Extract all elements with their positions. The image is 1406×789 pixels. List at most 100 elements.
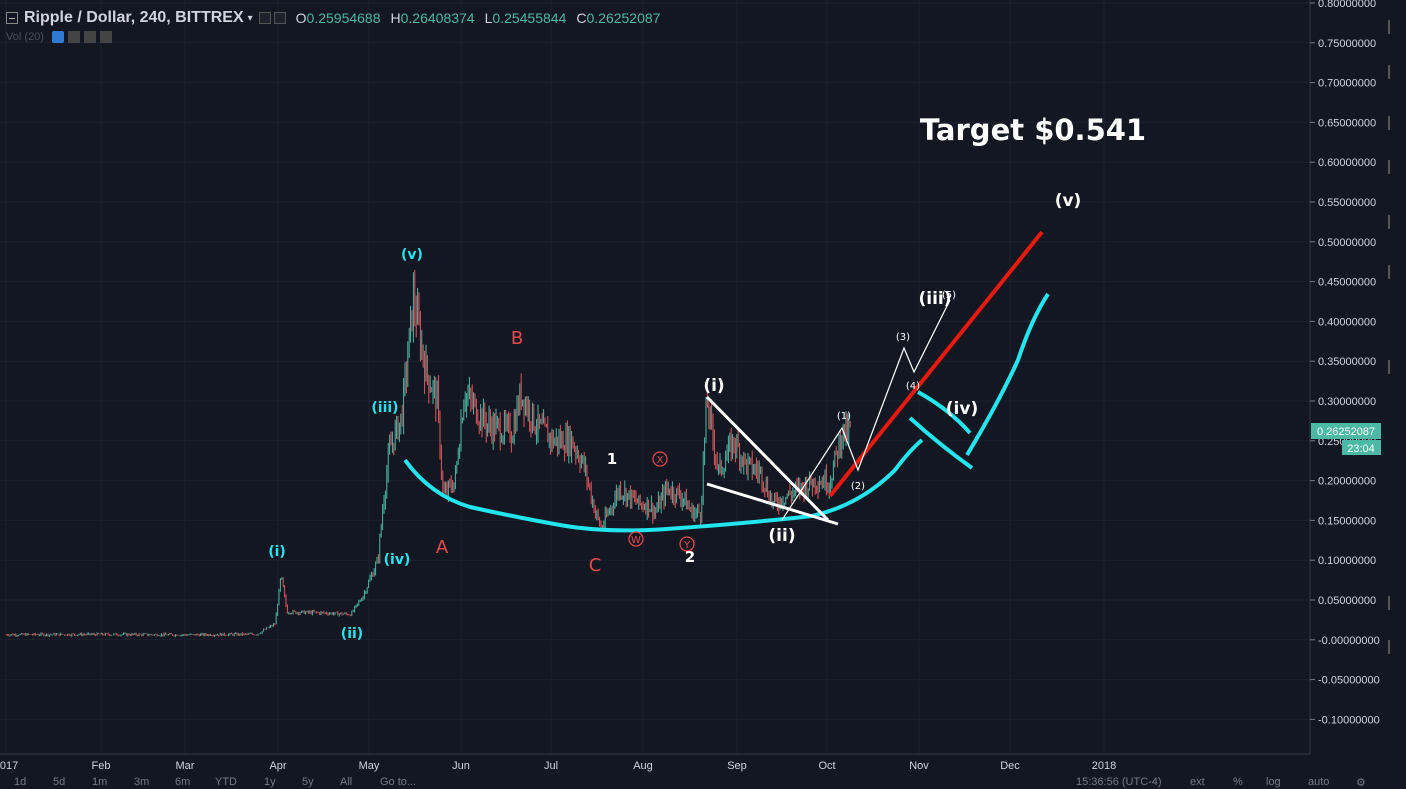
wave-label-A: A (436, 537, 449, 558)
gear-icon[interactable] (67, 31, 80, 43)
range-ytd[interactable]: YTD (215, 776, 237, 788)
price-axis[interactable]: 0.80000000 0.75000000 0.70000000 0.65000000… (1309, 0, 1380, 754)
price-tick-label: 0.20000000 (1318, 476, 1376, 488)
wave-projection (781, 299, 951, 521)
price-tick-label: 0.50000000 (1318, 237, 1376, 249)
time-tick-label: Mar (176, 760, 195, 772)
toolbar-icon-8[interactable] (1388, 596, 1406, 610)
sub-wave-label: (2) (851, 481, 865, 492)
percent-toggle[interactable]: % (1233, 776, 1243, 788)
symbol-dropdown-icon[interactable]: ▾ (247, 12, 253, 24)
chart-settings-gear-icon[interactable]: ⚙ (1356, 777, 1366, 789)
time-tick-label: Jun (452, 760, 470, 772)
time-tick-label: Feb (92, 760, 111, 772)
range-1d[interactable]: 1d (14, 776, 27, 788)
white-wedge-lower (706, 482, 839, 526)
range-all[interactable]: All (340, 776, 353, 788)
white-wedge-upper (705, 395, 830, 522)
wave-label-white-i: (i) (703, 376, 724, 396)
price-tick-label: 0.45000000 (1318, 277, 1376, 289)
range-6m[interactable]: 6m (175, 776, 191, 788)
wave-label-white-v: (v) (1055, 191, 1082, 211)
wave-label-white-ii: (ii) (768, 526, 795, 546)
log-toggle[interactable]: log (1266, 776, 1281, 788)
time-tick-label: Nov (909, 760, 929, 772)
price-tick-label: 0.70000000 (1318, 78, 1376, 90)
sub-wave-label: (3) (896, 332, 910, 343)
price-tick-label: -0.05000000 (1318, 675, 1380, 687)
svg-text:0.26252087: 0.26252087 (1317, 426, 1375, 438)
eye-icon[interactable] (51, 31, 64, 43)
cyan-channel-upper (917, 292, 1050, 457)
price-tick-label: 0.55000000 (1318, 197, 1376, 209)
price-tick-label: 0.05000000 (1318, 595, 1376, 607)
price-tick-label: 0.35000000 (1318, 356, 1376, 368)
ohlc-close: C0.26252087 (576, 10, 661, 26)
time-tick-label: Sep (727, 760, 747, 772)
clock: 15:36:56 (UTC-4) (1076, 776, 1162, 788)
time-tick-label: Dec (1000, 760, 1020, 772)
ohlc-high: H0.26408374 (390, 10, 475, 26)
price-tick-label: 0.75000000 (1318, 38, 1376, 50)
candles (5, 269, 851, 637)
ohlc-open: O0.25954688 (295, 10, 381, 26)
time-tick-label: Aug (633, 760, 653, 772)
toolbar-icon-9[interactable] (1388, 640, 1406, 654)
annotations (403, 230, 1050, 533)
price-tick-label: 0.30000000 (1318, 396, 1376, 408)
close-icon[interactable] (99, 31, 112, 43)
wave-label-C: C (589, 555, 602, 576)
wave-label-2: 2 (685, 548, 695, 566)
range-1y[interactable]: 1y (264, 776, 276, 788)
toolbar-icon-7[interactable] (1388, 360, 1406, 374)
target-label: Target $0.541 (920, 113, 1146, 147)
range-3m[interactable]: 3m (134, 776, 150, 788)
price-tick-label: 0.80000000 (1318, 0, 1376, 10)
price-tick-label: 0.60000000 (1318, 157, 1376, 169)
sub-wave-label: (1) (837, 411, 851, 422)
toolbar-icon-2[interactable] (1388, 65, 1406, 79)
circle-label-Y: Y (683, 540, 691, 551)
compare-icon[interactable] (273, 12, 286, 24)
bottom-toolbar: 1d 5d 1m 3m 6m YTD 1y 5y All Go to... 15… (0, 776, 1406, 789)
price-tick-label: 0.65000000 (1318, 117, 1376, 129)
cyan-channel-lower (908, 416, 974, 470)
circle-label-X: X (657, 455, 664, 466)
price-tick-label: 0.10000000 (1318, 555, 1376, 567)
time-tick-label: Oct (818, 760, 835, 772)
time-tick-label: May (359, 760, 380, 772)
plus-icon[interactable] (83, 31, 96, 43)
range-5y[interactable]: 5y (302, 776, 314, 788)
toolbar-icon-1[interactable] (1388, 20, 1406, 34)
auto-toggle[interactable]: auto (1308, 776, 1330, 788)
collapse-icon[interactable] (6, 12, 18, 24)
circle-label-W: W (631, 535, 641, 546)
price-tick-label: -0.00000000 (1318, 635, 1380, 647)
time-axis[interactable]: 2017 Feb Mar Apr May Jun Jul Aug Sep Oct Nov Dec 201… (0, 753, 1310, 772)
range-5d[interactable]: 5d (53, 776, 66, 788)
price-tick-label: -0.10000000 (1318, 714, 1380, 726)
toolbar-icon-4[interactable] (1388, 160, 1406, 174)
price-tick-label: 0.40000000 (1318, 316, 1376, 328)
time-tick-label: Jul (544, 760, 558, 772)
time-tick-label: 2017 (0, 760, 18, 772)
circle-label-ring (628, 531, 644, 547)
settings-icon[interactable] (258, 12, 271, 24)
toolbar-icon-5[interactable] (1388, 215, 1406, 229)
chart-header: Ripple / Dollar, 240, BITTREX ▾ O0.25954… (0, 0, 1310, 43)
wave-label-1: 1 (607, 450, 617, 468)
toolbar-icon-3[interactable] (1388, 116, 1406, 130)
wave-label-B: B (511, 328, 523, 349)
wave-label-cyan-v: (v) (401, 247, 423, 263)
price-tick-label: 0.15000000 (1318, 515, 1376, 527)
symbol-title[interactable]: Ripple / Dollar, 240, BITTREX (24, 9, 244, 26)
time-tick-label: 2018 (1092, 760, 1116, 772)
range-1m[interactable]: 1m (92, 776, 108, 788)
ext-toggle[interactable]: ext (1190, 776, 1205, 788)
volume-indicator-label[interactable]: Vol (20) (6, 31, 44, 43)
circle-label-ring (652, 451, 668, 467)
wave-label-white-iii: (iii) (918, 289, 951, 309)
goto-button[interactable]: Go to... (380, 776, 417, 788)
toolbar-icon-6[interactable] (1388, 265, 1406, 279)
